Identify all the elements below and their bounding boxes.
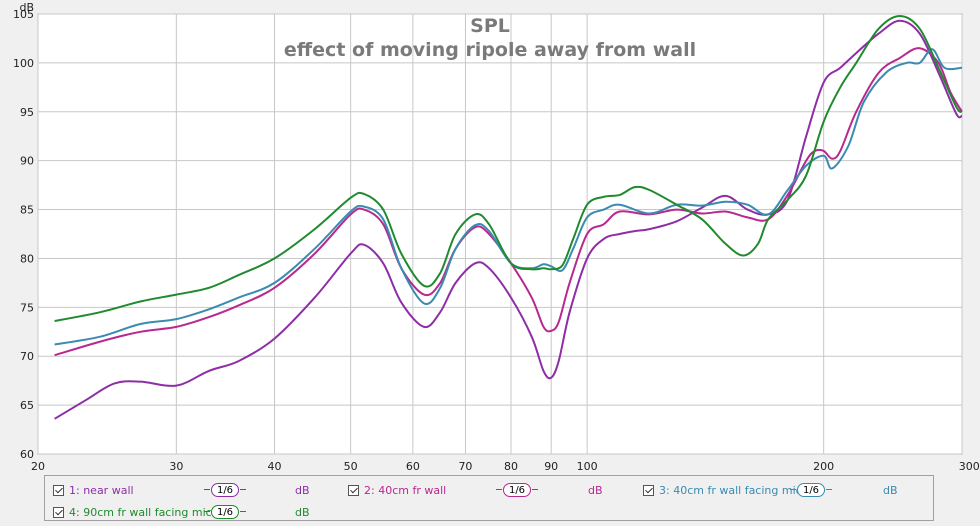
y-tick-label: 105: [13, 8, 34, 21]
y-axis-unit: dB: [19, 1, 34, 14]
y-tick-label: 60: [20, 448, 34, 461]
y-tick-label: 100: [13, 57, 34, 70]
legend-unit: dB: [295, 506, 310, 519]
x-tick-label: 60: [406, 460, 420, 473]
series-group: [54, 14, 963, 420]
x-tick-label: 40: [268, 460, 282, 473]
smoothing-badge[interactable]: 1/6: [496, 483, 538, 497]
legend-item-1[interactable]: 1: near wall: [53, 481, 134, 499]
smoothing-badge[interactable]: 1/6: [204, 483, 246, 497]
series-line-4: [54, 14, 963, 322]
series-line-2: [54, 47, 963, 357]
y-tick-label: 75: [20, 301, 34, 314]
legend-label: 4: 90cm fr wall facing mic: [69, 505, 212, 519]
checkbox-icon[interactable]: [643, 484, 654, 496]
x-tick-label: 50: [344, 460, 358, 473]
x-tick-label: 200: [813, 460, 834, 473]
legend-label: 2: 40cm fr wall: [364, 483, 447, 497]
x-tick-label: 30: [169, 460, 183, 473]
x-tick-label: 300 Hz: [959, 460, 980, 473]
legend-label: 3: 40cm fr wall facing mic: [659, 483, 802, 497]
legend-unit: dB: [588, 484, 603, 497]
axis-ticks: 60 65 70 75 80 85 90 95 100 105 20 30 40 50 60 70 80 90 10…: [13, 8, 980, 473]
y-tick-label: 65: [20, 399, 34, 412]
x-tick-label: 90: [544, 460, 558, 473]
checkbox-icon[interactable]: [53, 484, 64, 496]
x-tick-label: 100: [577, 460, 598, 473]
legend: 1: near wall 1/6 dB 2: 40cm fr wall 1/6 …: [44, 475, 934, 521]
x-tick-label: 80: [504, 460, 518, 473]
legend-label: 1: near wall: [69, 483, 134, 497]
y-tick-label: 70: [20, 350, 34, 363]
y-tick-label: 90: [20, 155, 34, 168]
spl-chart: 60 65 70 75 80 85 90 95 100 105 20 30 40 50 60 70 80 90 10…: [13, 1, 980, 473]
legend-item-4[interactable]: 4: 90cm fr wall facing mic: [53, 503, 212, 521]
checkbox-icon[interactable]: [348, 484, 359, 496]
legend-unit: dB: [295, 484, 310, 497]
y-tick-label: 80: [20, 252, 34, 265]
x-tick-label: 20: [31, 460, 45, 473]
legend-item-3[interactable]: 3: 40cm fr wall facing mic: [643, 481, 802, 499]
checkbox-icon[interactable]: [53, 506, 64, 518]
smoothing-badge[interactable]: 1/6: [790, 483, 832, 497]
legend-item-2[interactable]: 2: 40cm fr wall: [348, 481, 446, 499]
y-tick-label: 85: [20, 204, 34, 217]
y-tick-label: 95: [20, 106, 34, 119]
chart-subtitle: effect of moving ripole away from wall: [284, 39, 696, 61]
smoothing-badge[interactable]: 1/6: [204, 505, 246, 519]
legend-unit: dB: [883, 484, 898, 497]
series-line-1: [54, 19, 963, 420]
chart-title: SPL: [470, 15, 510, 37]
x-tick-label: 70: [458, 460, 472, 473]
series-line-3: [54, 48, 963, 346]
